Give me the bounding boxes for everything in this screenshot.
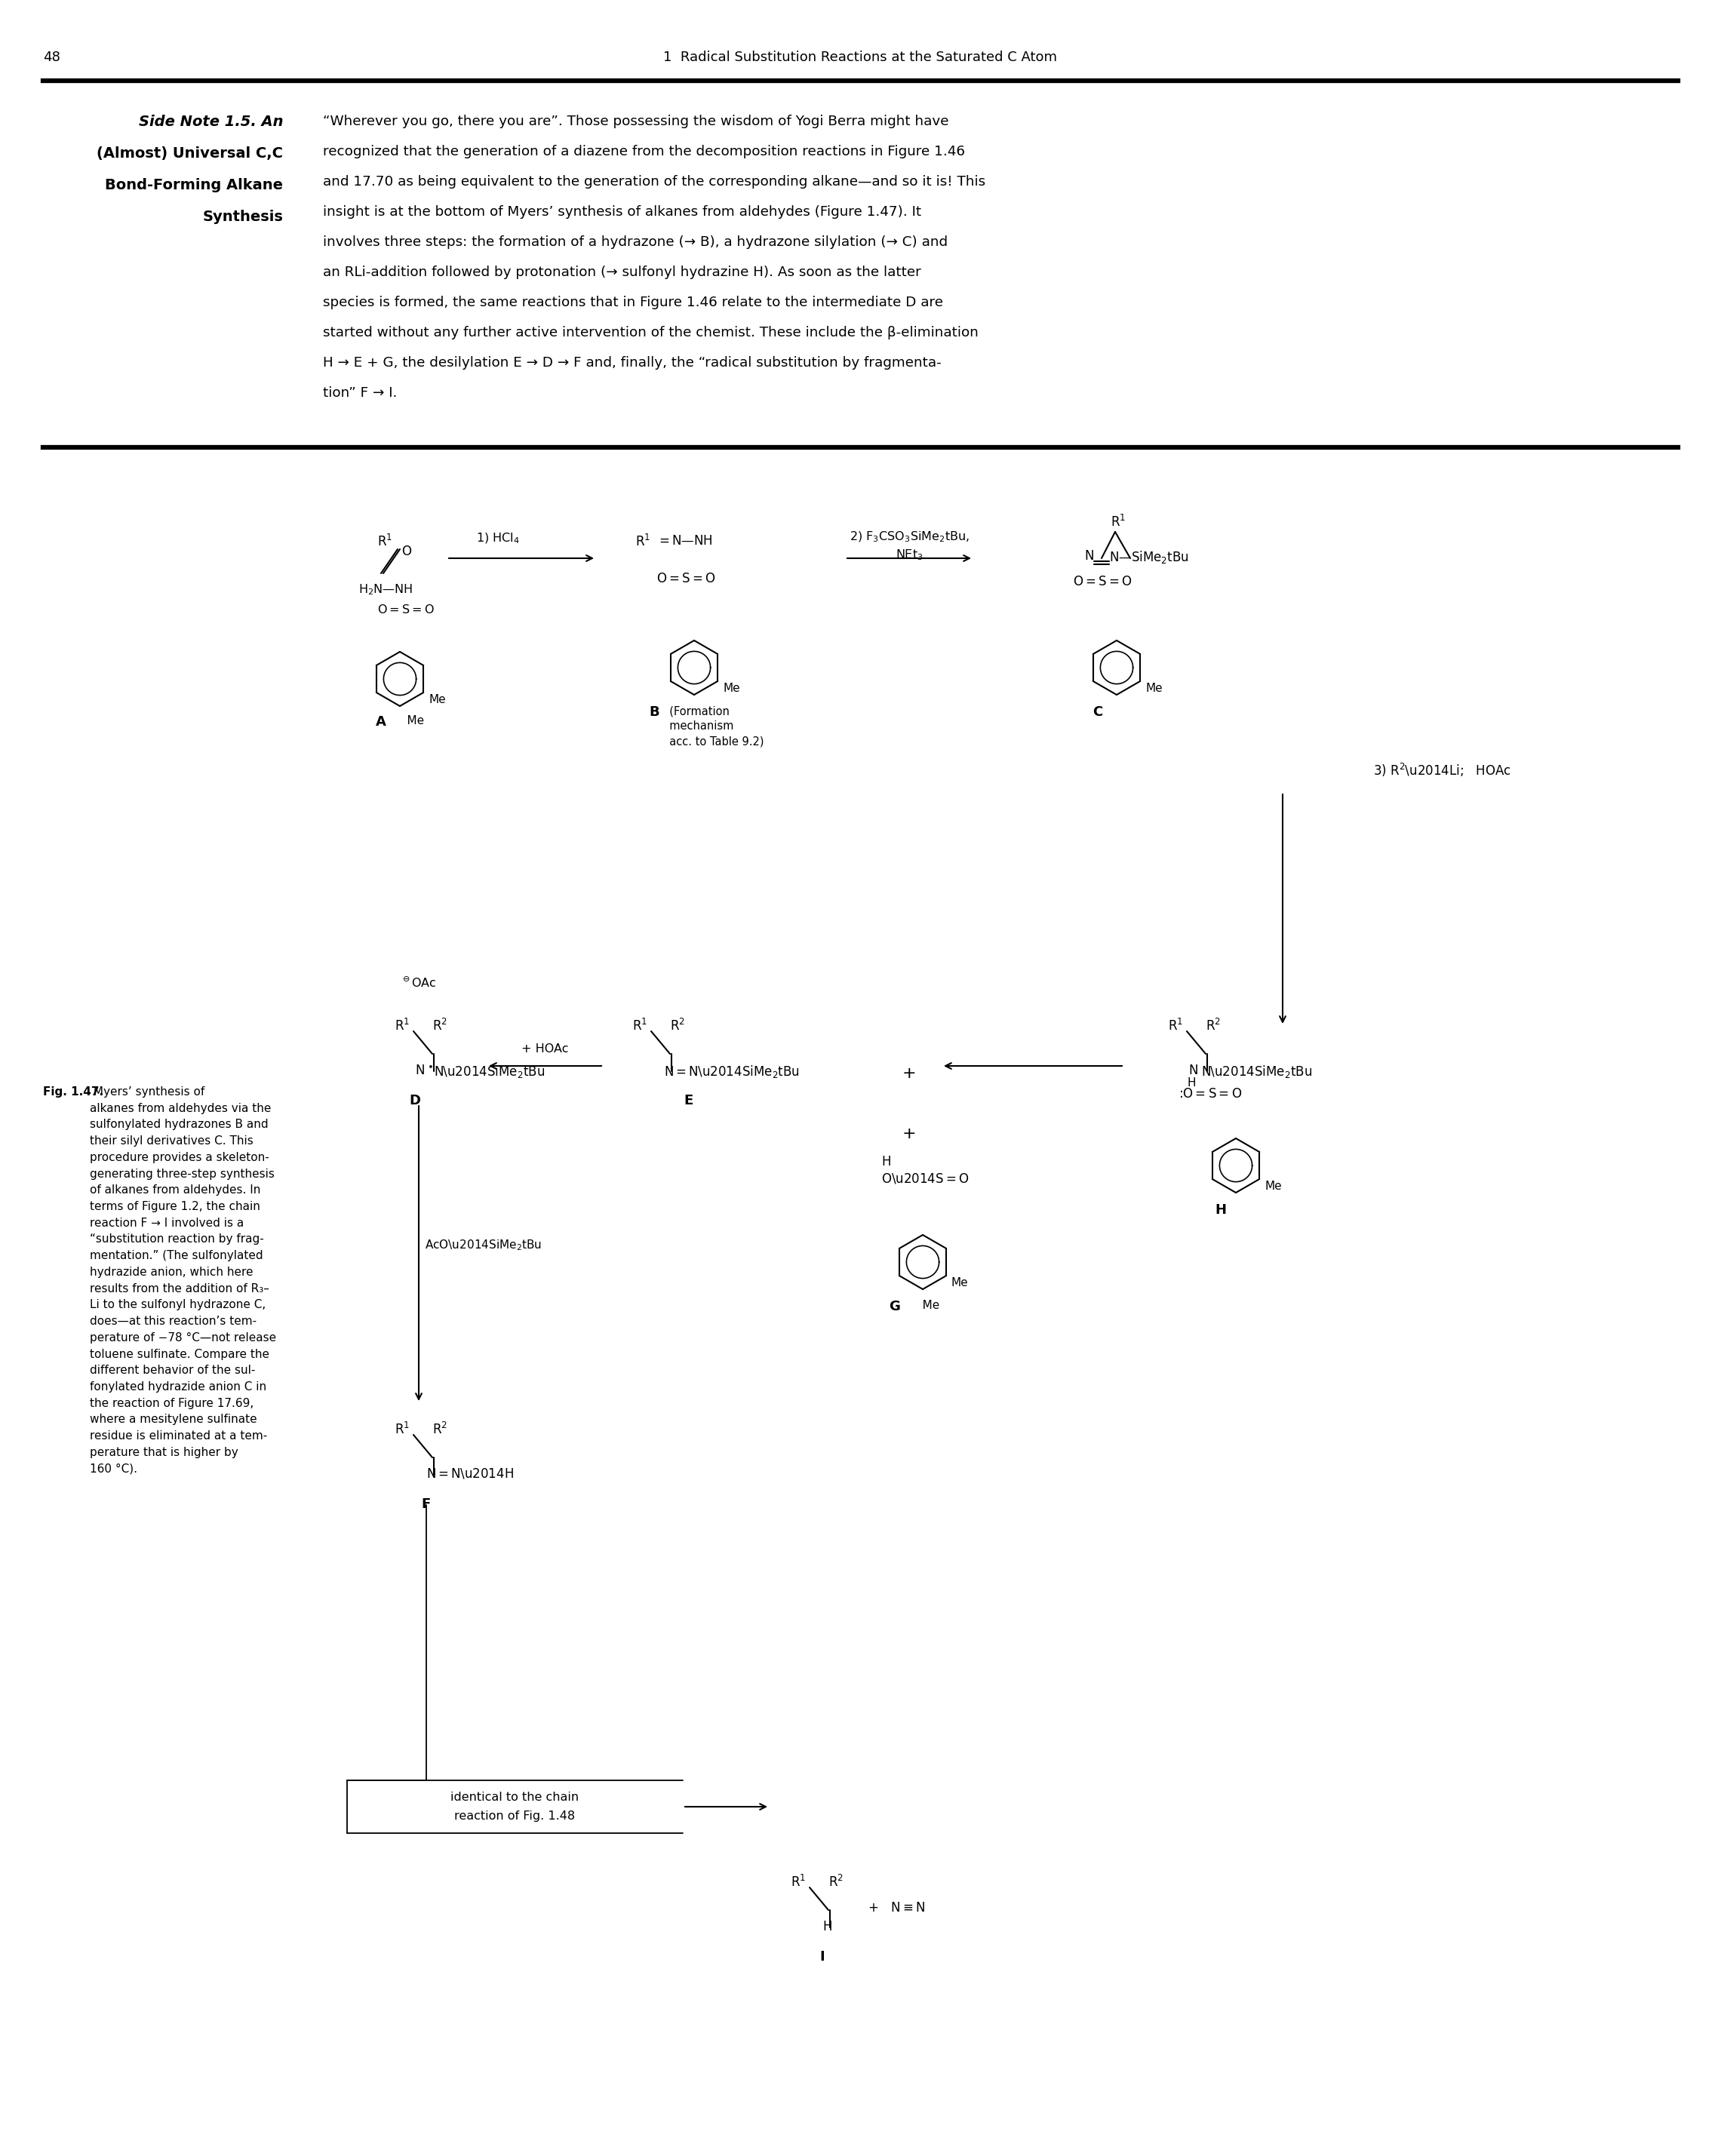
Text: AcO\u2014SiMe$_2$tBu: AcO\u2014SiMe$_2$tBu: [425, 1238, 542, 1253]
Text: +: +: [902, 1065, 916, 1080]
Text: Myers’ synthesis of
alkanes from aldehydes via the
sulfonylated hydrazones B and: Myers’ synthesis of alkanes from aldehyd…: [89, 1087, 277, 1475]
Text: H: H: [823, 1919, 831, 1934]
Text: R$^1$: R$^1$: [1169, 1018, 1182, 1033]
Text: N$=$N\u2014SiMe$_2$tBu: N$=$N\u2014SiMe$_2$tBu: [664, 1063, 800, 1080]
Text: Me: Me: [392, 716, 423, 727]
Text: recognized that the generation of a diazene from the decomposition reactions in : recognized that the generation of a diaz…: [324, 144, 965, 157]
Text: R$^2$: R$^2$: [828, 1874, 843, 1891]
Text: N: N: [1189, 1063, 1198, 1078]
Text: $\bullet$: $\bullet$: [427, 1061, 434, 1072]
Text: N\u2014SiMe$_2$tBu: N\u2014SiMe$_2$tBu: [434, 1063, 546, 1080]
Text: R$^1$: R$^1$: [632, 1018, 647, 1033]
Text: +   N$\equiv$N: + N$\equiv$N: [860, 1902, 924, 1915]
Text: R$^1$: R$^1$: [377, 535, 392, 550]
Text: (Almost) Universal C,C: (Almost) Universal C,C: [96, 147, 282, 162]
Text: $^\ominus$OAc: $^\ominus$OAc: [401, 975, 437, 990]
Text: Side Note 1.5. An: Side Note 1.5. An: [138, 114, 282, 129]
Text: Synthesis: Synthesis: [203, 209, 282, 224]
Text: O$=$S$=$O: O$=$S$=$O: [1072, 576, 1132, 589]
Text: O\u2014S$=$O: O\u2014S$=$O: [881, 1171, 969, 1186]
Text: + HOAc: + HOAc: [521, 1044, 568, 1054]
Text: O$=$S$=$O: O$=$S$=$O: [377, 604, 434, 617]
Text: Me: Me: [912, 1300, 940, 1311]
Text: an RLi-addition followed by protonation (→ sulfonyl hydrazine H). As soon as the: an RLi-addition followed by protonation …: [324, 265, 921, 278]
Text: N$=$N\u2014H: N$=$N\u2014H: [427, 1468, 515, 1481]
Text: mechanism: mechanism: [663, 720, 733, 731]
Text: started without any further active intervention of the chemist. These include th: started without any further active inter…: [324, 326, 979, 338]
Text: NEt$_3$: NEt$_3$: [895, 548, 922, 563]
Text: R$^2$: R$^2$: [432, 1018, 447, 1033]
Text: 2) F$_3$CSO$_3$SiMe$_2$tBu,: 2) F$_3$CSO$_3$SiMe$_2$tBu,: [848, 530, 969, 543]
Text: 48: 48: [43, 50, 60, 65]
Text: N—SiMe$_2$tBu: N—SiMe$_2$tBu: [1108, 550, 1189, 565]
Text: Bond-Forming Alkane: Bond-Forming Alkane: [105, 179, 282, 192]
Text: F: F: [422, 1498, 430, 1511]
Text: R$^2$: R$^2$: [1206, 1018, 1220, 1033]
Text: O$=$S$=$O: O$=$S$=$O: [656, 571, 716, 586]
Text: H$_2$N—NH: H$_2$N—NH: [358, 582, 413, 597]
Text: and 17.70 as being equivalent to the generation of the corresponding alkane—and : and 17.70 as being equivalent to the gen…: [324, 175, 986, 188]
Text: 3) R$^2$\u2014Li;   HOAc: 3) R$^2$\u2014Li; HOAc: [1373, 761, 1511, 778]
Text: Me: Me: [723, 683, 740, 694]
Text: R$^2$: R$^2$: [669, 1018, 685, 1033]
Text: R$^1$: R$^1$: [1110, 515, 1126, 530]
Text: insight is at the bottom of Myers’ synthesis of alkanes from aldehydes (Figure 1: insight is at the bottom of Myers’ synth…: [324, 205, 921, 218]
Text: C: C: [1093, 705, 1103, 718]
Text: E: E: [683, 1093, 694, 1108]
Text: R$^2$: R$^2$: [432, 1423, 447, 1438]
Text: Fig. 1.47.: Fig. 1.47.: [43, 1087, 103, 1097]
Text: species is formed, the same reactions that in Figure 1.46 relate to the intermed: species is formed, the same reactions th…: [324, 295, 943, 308]
Text: R$^1$: R$^1$: [394, 1423, 410, 1438]
Text: A: A: [375, 716, 386, 729]
Text: tion” F → I.: tion” F → I.: [324, 386, 398, 399]
Text: $=$N—NH: $=$N—NH: [656, 535, 712, 548]
Text: :O$=$S$=$O: :O$=$S$=$O: [1179, 1087, 1243, 1100]
Text: R$^1$: R$^1$: [635, 535, 651, 550]
Text: H: H: [1187, 1078, 1196, 1089]
Text: N: N: [415, 1063, 425, 1078]
Text: involves three steps: the formation of a hydrazone (→ B), a hydrazone silylation: involves three steps: the formation of a…: [324, 235, 948, 248]
Text: identical to the chain: identical to the chain: [451, 1792, 578, 1802]
Text: O: O: [401, 545, 411, 558]
Text: N\u2014SiMe$_2$tBu: N\u2014SiMe$_2$tBu: [1201, 1063, 1311, 1080]
Text: 1) HCl$_4$: 1) HCl$_4$: [477, 533, 520, 545]
Text: Me: Me: [1144, 683, 1162, 694]
Text: B: B: [649, 705, 659, 718]
Text: acc. to Table 9.2): acc. to Table 9.2): [663, 735, 764, 746]
Text: R$^1$: R$^1$: [790, 1874, 805, 1891]
Text: “Wherever you go, there you are”. Those possessing the wisdom of Yogi Berra migh: “Wherever you go, there you are”. Those …: [324, 114, 948, 127]
Text: G: G: [890, 1300, 900, 1313]
Text: H: H: [1215, 1203, 1227, 1216]
Text: I: I: [819, 1949, 824, 1964]
Text: 1  Radical Substitution Reactions at the Saturated C Atom: 1 Radical Substitution Reactions at the …: [663, 50, 1057, 65]
Text: Me: Me: [429, 694, 446, 705]
Text: Me: Me: [952, 1276, 969, 1289]
Text: N: N: [1084, 550, 1095, 563]
Text: (Formation: (Formation: [663, 705, 730, 716]
Text: reaction of Fig. 1.48: reaction of Fig. 1.48: [454, 1811, 575, 1822]
Text: D: D: [410, 1093, 420, 1108]
Text: H → E + G, the desilylation E → D → F and, finally, the “radical substitution by: H → E + G, the desilylation E → D → F an…: [324, 356, 941, 369]
Text: +: +: [902, 1125, 916, 1141]
Text: H: H: [881, 1156, 891, 1169]
Text: Me: Me: [1265, 1181, 1282, 1192]
Text: R$^1$: R$^1$: [394, 1018, 410, 1033]
